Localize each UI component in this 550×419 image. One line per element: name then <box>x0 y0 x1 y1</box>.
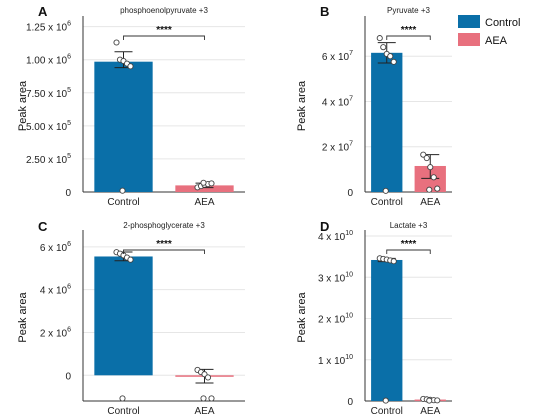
panel-label: A <box>38 4 48 19</box>
data-point <box>380 44 387 51</box>
data-point <box>387 53 394 60</box>
panel-label: D <box>320 219 329 234</box>
legend-swatch-aea <box>458 33 480 46</box>
significance-bracket <box>386 35 431 40</box>
panel-title: phosphoenolpyruvate +3 <box>120 6 208 15</box>
bar-aea <box>175 185 234 192</box>
legend: Control AEA <box>458 15 520 47</box>
bar-control <box>371 259 403 401</box>
x-tick-label: Control <box>371 406 403 417</box>
data-point <box>200 395 207 402</box>
x-tick-label: Control <box>371 197 403 208</box>
x-tick-label: AEA <box>194 406 214 417</box>
significance-bracket <box>386 249 431 254</box>
data-point <box>208 180 215 187</box>
data-point <box>208 395 215 402</box>
y-tick-label: 5.00 x 105 <box>26 120 71 133</box>
data-point <box>430 174 437 181</box>
y-tick-label: 6 x 107 <box>322 50 353 63</box>
data-point <box>423 155 430 162</box>
data-point <box>382 397 389 404</box>
x-tick-label: Control <box>107 406 139 417</box>
panel-label: B <box>320 4 329 19</box>
y-tick-label: 2.50 x 105 <box>26 153 71 166</box>
y-tick-label: 3 x 1010 <box>318 271 353 284</box>
y-axis-label: Peak area <box>17 80 29 131</box>
significance-label: **** <box>156 239 172 250</box>
data-point <box>426 186 433 193</box>
bar-control <box>371 52 403 192</box>
y-tick-label: 2 x 1010 <box>318 313 353 326</box>
data-point <box>426 397 433 404</box>
panel-c: C 2-phosphoglycerate +3 0 2 x 106 4 x 106 6 x… <box>17 219 245 417</box>
bar-control <box>94 256 153 376</box>
data-point <box>382 187 389 194</box>
panel-title: 2-phosphoglycerate +3 <box>123 221 205 230</box>
significance-label: **** <box>156 25 172 36</box>
legend-swatch-control <box>458 15 480 28</box>
x-tick-label: AEA <box>420 406 440 417</box>
legend-label-control: Control <box>485 17 520 29</box>
panel-b: B Pyruvate +3 0 2 x 107 4 x 107 6 x 107 Peak a… <box>296 4 452 208</box>
bar-control <box>94 61 153 192</box>
y-tick-label: 2 x 106 <box>40 326 71 339</box>
y-tick-label: 0 <box>347 397 353 408</box>
y-tick-label: 1.00 x 106 <box>26 54 71 67</box>
panel-title: Lactate +3 <box>390 221 428 230</box>
legend-label-aea: AEA <box>485 35 508 47</box>
data-point <box>119 395 126 402</box>
y-tick-label: 1 x 1010 <box>318 354 353 367</box>
y-tick-label: 4 x 1010 <box>318 230 353 243</box>
data-point <box>127 63 134 70</box>
panel-label: C <box>38 219 48 234</box>
panel-title: Pyruvate +3 <box>387 6 430 15</box>
panel-d: D Lactate +3 0 1 x 1010 2 x 1010 3 x 1010 4 x … <box>296 219 452 417</box>
y-tick-label: 1.25 x 106 <box>26 21 71 34</box>
x-tick-label: AEA <box>420 197 440 208</box>
x-tick-label: AEA <box>194 197 214 208</box>
y-axis-label: Peak area <box>296 80 308 131</box>
significance-bracket <box>123 35 205 40</box>
y-tick-label: 2 x 107 <box>322 141 353 154</box>
data-point <box>390 258 397 265</box>
y-tick-label: 0 <box>347 188 353 199</box>
data-point <box>434 185 441 192</box>
y-axis-label: Peak area <box>17 292 29 343</box>
y-tick-label: 6 x 106 <box>40 241 71 254</box>
data-point <box>113 39 120 46</box>
y-tick-label: 0 <box>65 371 71 382</box>
y-tick-label: 4 x 106 <box>40 284 71 297</box>
significance-bracket <box>123 249 205 254</box>
y-tick-label: 0 <box>65 188 71 199</box>
significance-label: **** <box>401 25 417 36</box>
data-point <box>127 256 134 263</box>
data-point <box>390 58 397 65</box>
y-tick-label: 4 x 107 <box>322 95 353 108</box>
data-point <box>200 179 207 186</box>
y-axis-label: Peak area <box>296 292 308 343</box>
x-tick-label: Control <box>107 197 139 208</box>
y-tick-label: 7.50 x 105 <box>26 87 71 100</box>
data-point <box>119 187 126 194</box>
data-point <box>434 397 441 404</box>
data-point <box>204 374 212 381</box>
data-point <box>376 35 383 42</box>
significance-label: **** <box>401 239 417 250</box>
data-point <box>427 164 434 171</box>
